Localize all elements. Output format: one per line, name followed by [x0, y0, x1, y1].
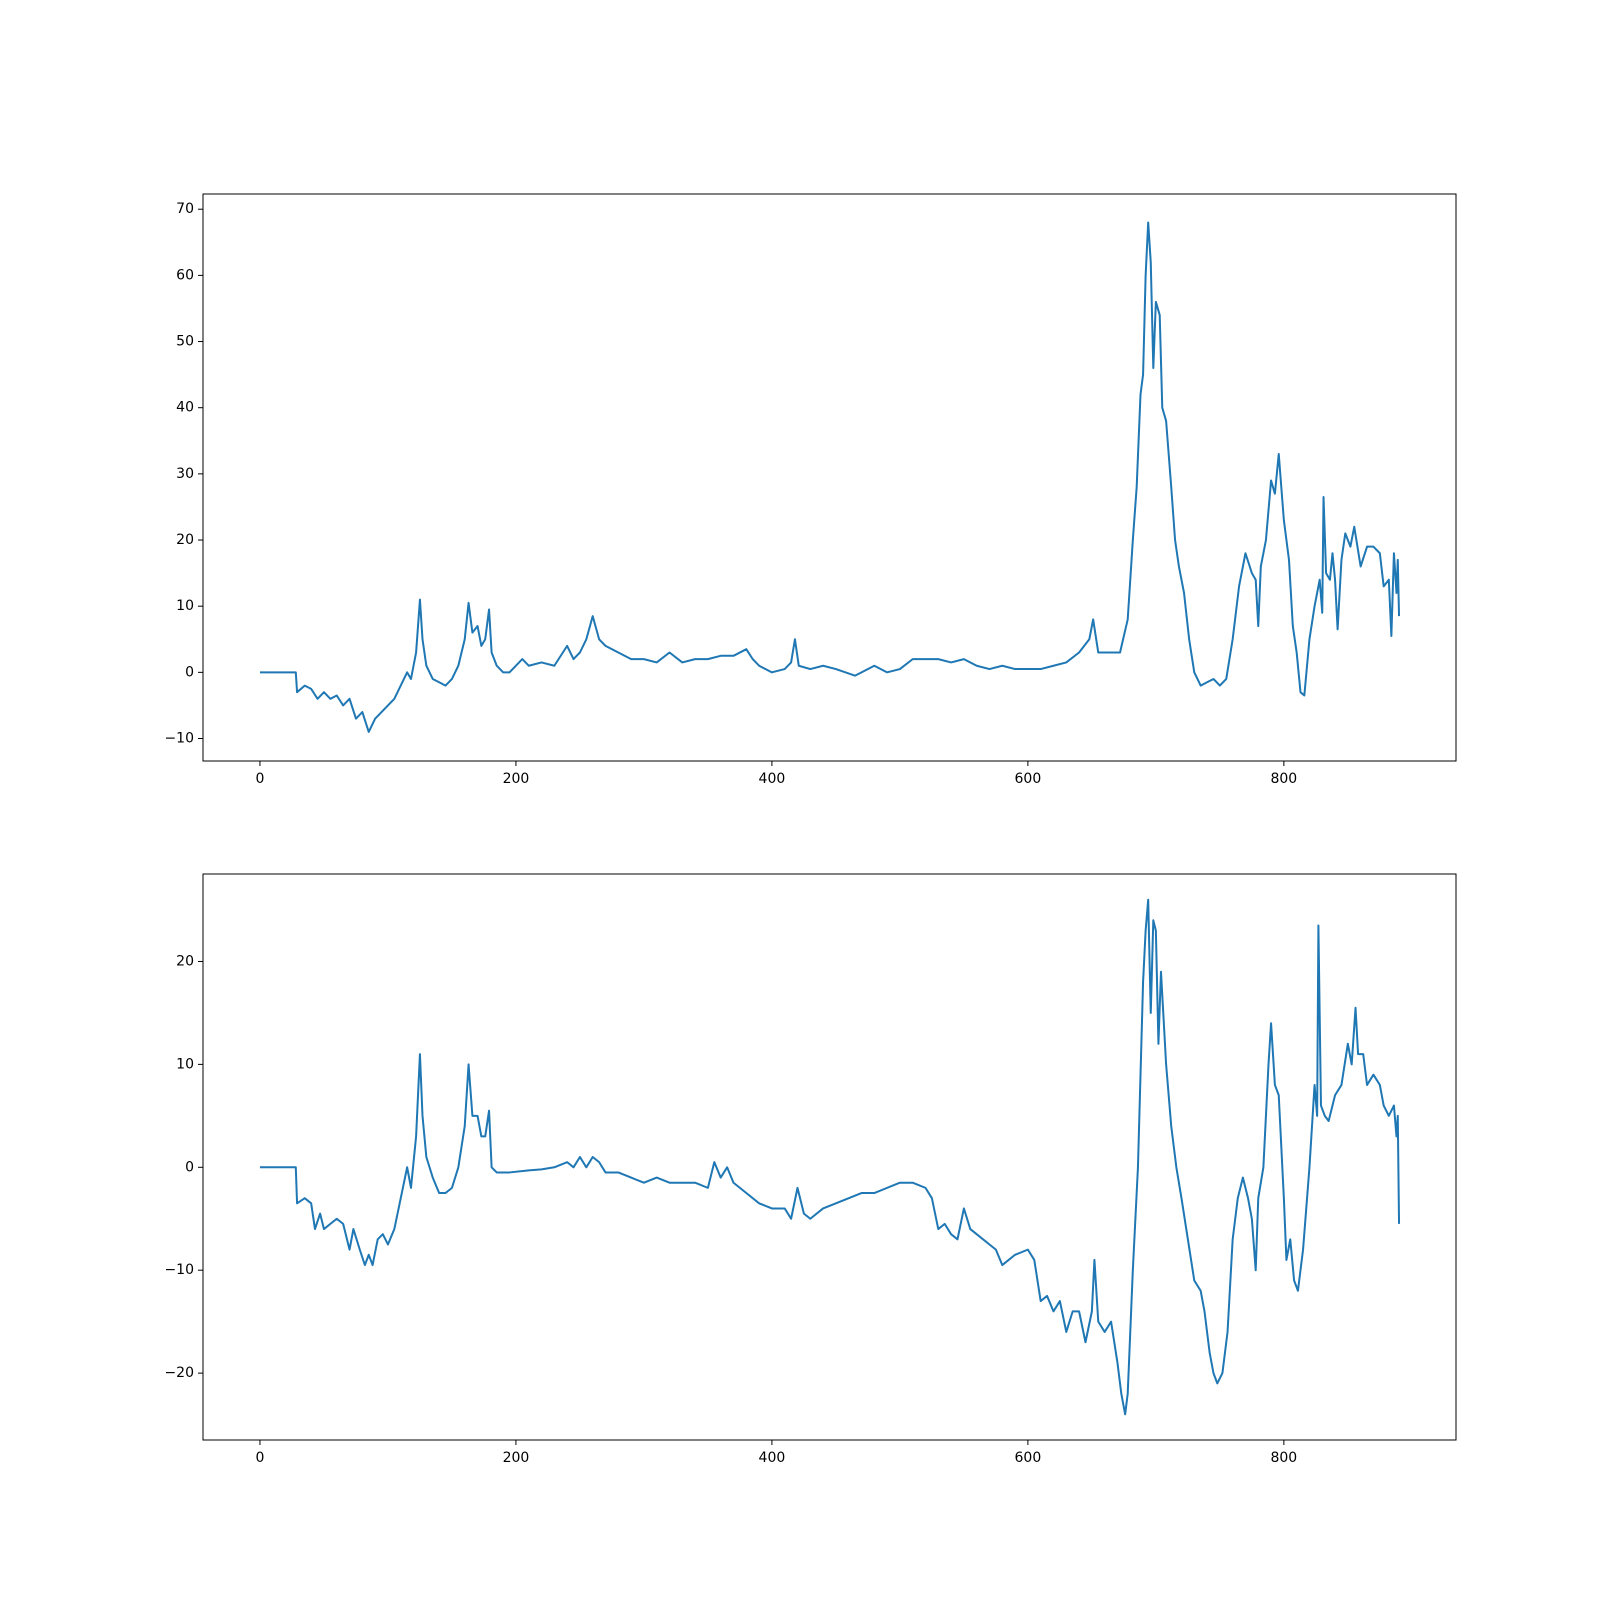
y-tick-label: −10	[164, 1262, 194, 1278]
y-tick-label: −10	[164, 731, 194, 747]
x-tick-label: 400	[759, 771, 786, 787]
axes-frame	[202, 873, 1457, 1441]
data-line	[259, 898, 1401, 1416]
y-tick-label: −20	[164, 1365, 194, 1381]
x-tick-label: 800	[1270, 1450, 1297, 1466]
data-line	[259, 221, 1401, 733]
y-tick-label: 70	[176, 201, 194, 217]
y-tick-label: 50	[176, 334, 194, 350]
x-tick-label: 0	[255, 771, 264, 787]
x-tick-label: 0	[255, 1450, 264, 1466]
x-tick-label: 600	[1015, 771, 1042, 787]
y-tick-label: 30	[176, 466, 194, 482]
y-tick-label: 0	[185, 664, 194, 680]
y-tick-label: 10	[176, 1056, 194, 1072]
y-tick-label: 20	[176, 953, 194, 969]
x-tick-label: 200	[503, 1450, 530, 1466]
x-tick-label: 400	[759, 1450, 786, 1466]
axes-frame	[202, 193, 1457, 762]
y-tick-label: 0	[185, 1159, 194, 1175]
y-tick-label: 60	[176, 267, 194, 283]
x-tick-label: 800	[1270, 771, 1297, 787]
x-tick-label: 600	[1015, 1450, 1042, 1466]
y-tick-label: 40	[176, 400, 194, 416]
y-tick-label: 10	[176, 598, 194, 614]
x-tick-label: 200	[503, 771, 530, 787]
y-tick-label: 20	[176, 532, 194, 548]
